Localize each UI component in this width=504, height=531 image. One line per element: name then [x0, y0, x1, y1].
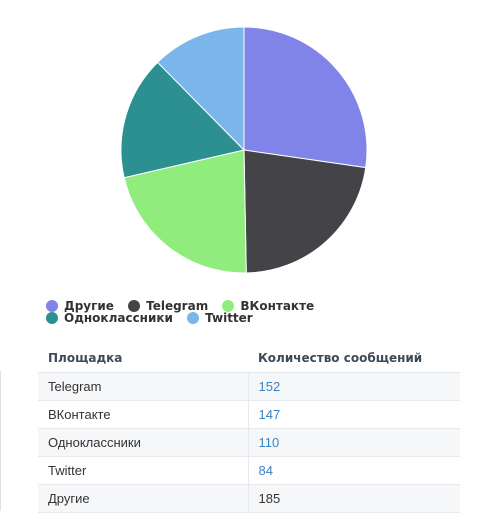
legend-item-telegram[interactable]: Telegram [128, 300, 208, 312]
legend-dot-twitter [187, 312, 200, 324]
legend-label: Другие [64, 299, 114, 313]
pie-slice-3[interactable] [120, 61, 245, 179]
legend-dot-telegram [128, 300, 141, 312]
cell-count[interactable]: 84 [247, 456, 460, 485]
table-row: Telegram 152 [38, 372, 460, 401]
legend-row-1: Другие Telegram ВКонтакте [46, 300, 346, 312]
table-row: Одноклассники 110 [38, 428, 460, 457]
legend-item-vkontakte[interactable]: ВКонтакте [222, 300, 314, 312]
cell-platform: Одноклассники [38, 428, 248, 457]
table-row: Другие 185 [38, 484, 460, 513]
pie-svg [120, 26, 368, 274]
cell-count: 185 [247, 484, 460, 513]
legend-dot-vkontakte [222, 300, 235, 312]
table-row: ВКонтакте 147 [38, 400, 460, 429]
cell-platform: Twitter [38, 456, 248, 485]
cell-count[interactable]: 147 [247, 400, 460, 429]
header-count[interactable]: Количество сообщений [248, 344, 460, 373]
table-header-row: Площадка Количество сообщений [38, 344, 460, 373]
pie-slice-0[interactable] [243, 26, 368, 169]
legend-label: ВКонтакте [240, 299, 315, 313]
legend-item-twitter[interactable]: Twitter [187, 312, 253, 324]
cell-platform: Telegram [38, 372, 248, 401]
legend-item-drugie[interactable]: Другие [46, 300, 114, 312]
legend-item-odnoklassniki[interactable]: Одноклассники [46, 312, 173, 324]
table-row: Twitter 84 [38, 456, 460, 485]
legend-label: Одноклассники [64, 311, 173, 325]
data-table: Площадка Количество сообщений Telegram 1… [38, 344, 460, 513]
pie-slice-1[interactable] [243, 149, 367, 274]
left-divider [0, 371, 1, 511]
cell-platform: ВКонтакте [38, 400, 248, 429]
pie-slice-4[interactable] [156, 26, 245, 152]
legend-dot-drugie [46, 300, 58, 312]
cell-platform: Другие [38, 484, 248, 513]
header-platform[interactable]: Площадка [38, 344, 248, 373]
legend-label: Twitter [205, 311, 253, 325]
chart-legend: Другие Telegram ВКонтакте Одноклассники … [46, 300, 346, 324]
pie-slice-2[interactable] [123, 149, 247, 274]
legend-dot-odnoklassniki [46, 312, 58, 324]
legend-row-2: Одноклассники Twitter [46, 312, 346, 324]
legend-label: Telegram [146, 299, 209, 313]
pie-chart [120, 26, 368, 274]
cell-count[interactable]: 152 [247, 372, 460, 401]
cell-count[interactable]: 110 [247, 428, 460, 457]
